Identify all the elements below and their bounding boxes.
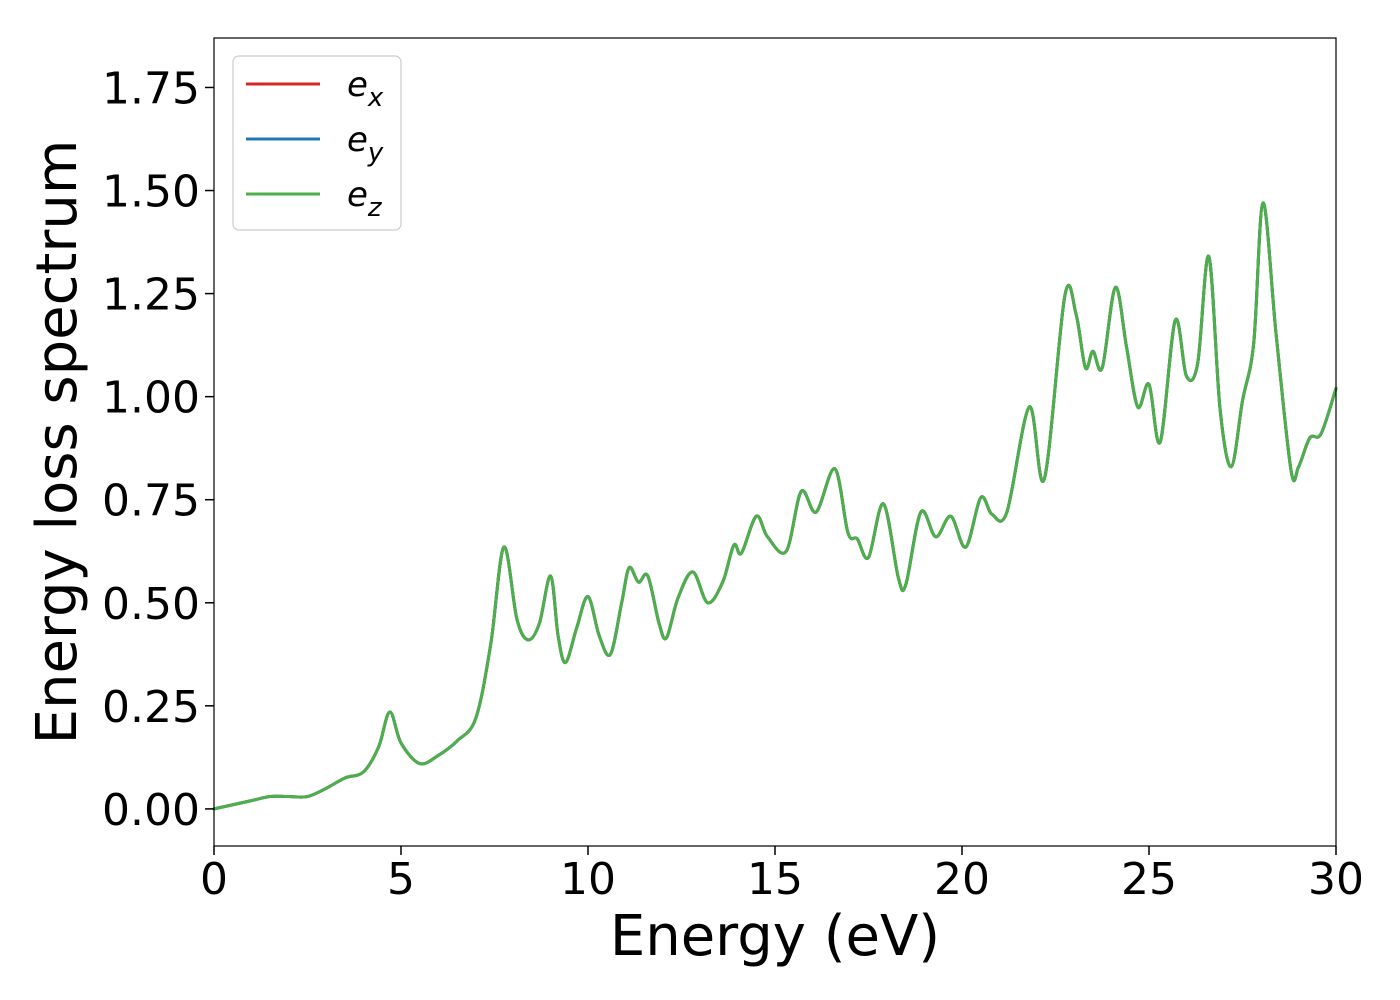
y-tick-label: 0.50	[102, 579, 200, 630]
legend-label-subscript: z	[367, 193, 383, 223]
y-tick-label: 0.75	[102, 476, 200, 527]
legend-label-subscript: y	[367, 138, 384, 168]
y-tick-label: 1.25	[102, 270, 200, 321]
legend-label-ey: ey	[347, 120, 384, 168]
y-axis: 0.00 0.25 0.50 0.75 1.00 1.25 1.50 1.75	[102, 63, 214, 836]
y-tick-label: 0.00	[102, 785, 200, 836]
legend-label-base: e	[347, 175, 368, 215]
series-line-ez	[212, 201, 1338, 811]
legend-label-ex: ex	[347, 65, 384, 113]
legend-label-subscript: x	[367, 83, 384, 113]
x-tick-label: 0	[200, 854, 228, 905]
x-axis-label: Energy (eV)	[610, 904, 940, 969]
x-tick-label: 10	[560, 854, 616, 905]
x-axis: 0 5 10 15 20 25 30	[200, 846, 1364, 905]
x-tick-label: 15	[747, 854, 803, 905]
legend-box	[232, 55, 402, 231]
x-tick-label: 20	[934, 854, 990, 905]
x-tick-label: 30	[1308, 854, 1364, 905]
y-axis-label: Energy loss spectrum	[25, 140, 90, 745]
y-tick-label: 1.00	[102, 373, 200, 424]
series-layer	[212, 201, 1338, 811]
legend-label-base: e	[347, 120, 368, 160]
y-tick-label: 0.25	[102, 682, 200, 733]
y-tick-label: 1.50	[102, 167, 200, 218]
legend-label-ez: ez	[347, 175, 383, 223]
legend-label-base: e	[347, 65, 368, 105]
y-tick-label: 1.75	[102, 63, 200, 114]
series-line-ey	[212, 201, 1338, 811]
series-line-ex	[212, 201, 1338, 811]
x-tick-label: 25	[1121, 854, 1177, 905]
x-tick-label: 5	[387, 854, 415, 905]
